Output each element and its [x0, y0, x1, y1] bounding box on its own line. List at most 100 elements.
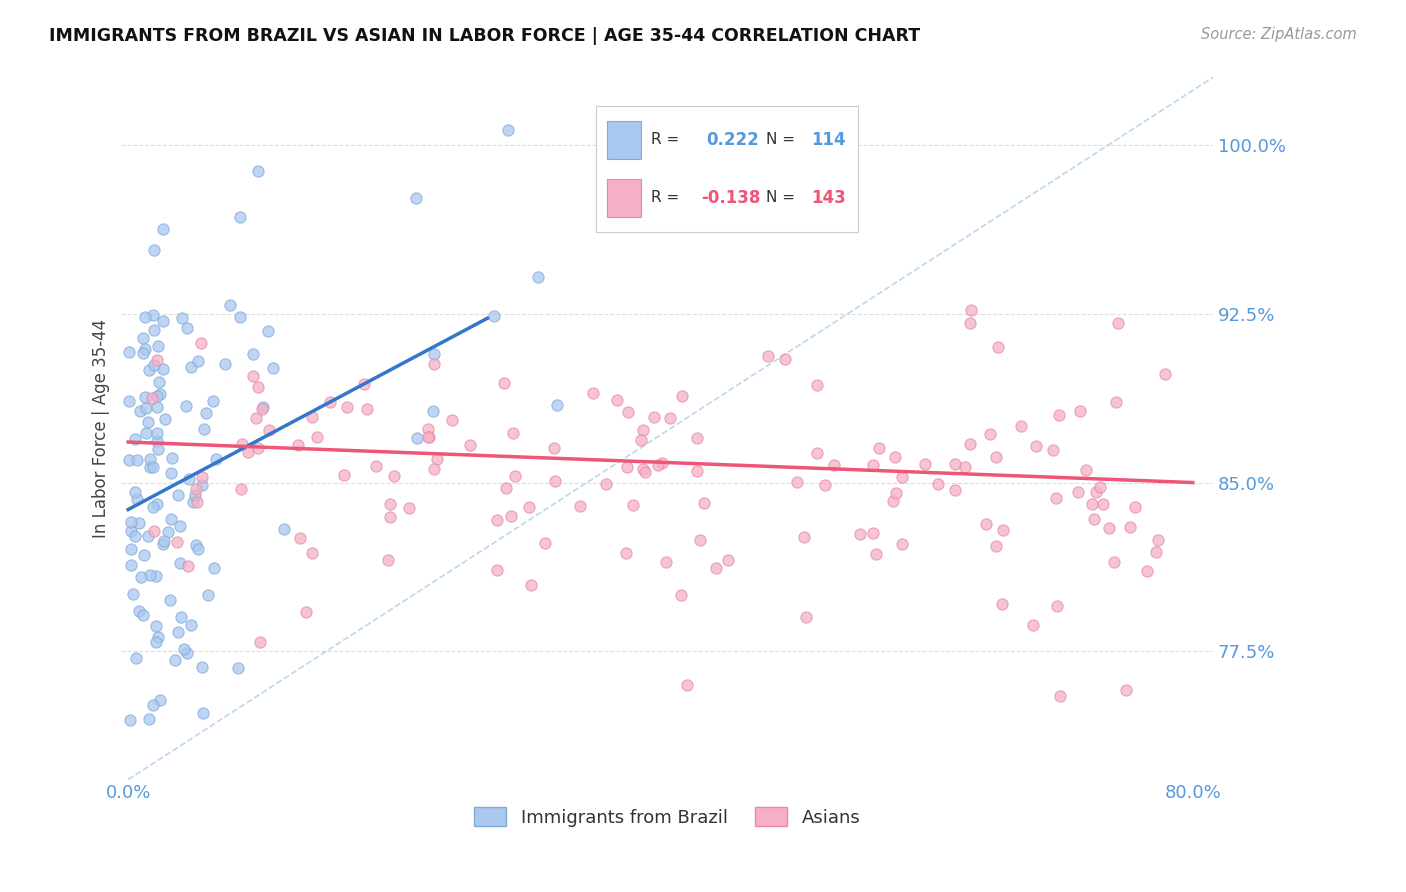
Point — [247, 163, 270, 178]
Point — [191, 659, 214, 673]
Point — [1067, 484, 1090, 499]
Point — [197, 588, 219, 602]
Point — [382, 469, 405, 483]
Point — [1105, 395, 1128, 409]
Point — [120, 558, 142, 573]
Point — [671, 388, 693, 402]
Point — [252, 401, 274, 416]
Point — [246, 441, 269, 455]
Point — [159, 592, 181, 607]
Point — [149, 387, 172, 401]
Point — [163, 653, 186, 667]
Point — [129, 569, 152, 583]
Point — [134, 343, 156, 357]
Point — [987, 340, 1010, 354]
Point — [173, 642, 195, 657]
Point — [118, 453, 141, 467]
Point — [891, 470, 914, 484]
Point — [186, 495, 208, 509]
Point — [167, 488, 190, 502]
Point — [242, 347, 264, 361]
Y-axis label: In Labor Force | Age 35-44: In Labor Force | Age 35-44 — [93, 319, 110, 538]
Point — [366, 459, 388, 474]
Point — [356, 402, 378, 417]
Point — [793, 530, 815, 544]
Text: Source: ZipAtlas.com: Source: ZipAtlas.com — [1201, 27, 1357, 42]
Point — [862, 526, 884, 541]
Point — [773, 352, 796, 367]
Point — [145, 635, 167, 649]
Point — [301, 410, 323, 425]
Point — [1010, 419, 1032, 434]
Point — [132, 608, 155, 623]
Point — [141, 392, 163, 406]
Point — [228, 661, 250, 675]
Point — [974, 517, 997, 532]
Point — [891, 536, 914, 550]
Point — [914, 457, 936, 471]
Point — [1084, 484, 1107, 499]
Point — [991, 598, 1014, 612]
Point — [482, 309, 505, 323]
Point — [1074, 463, 1097, 477]
Point — [148, 630, 170, 644]
Point — [142, 500, 165, 514]
Point — [405, 192, 427, 206]
Point — [984, 539, 1007, 553]
Point — [202, 561, 225, 575]
Point — [174, 399, 197, 413]
Point — [160, 450, 183, 465]
Point — [184, 482, 207, 496]
Point — [654, 555, 676, 569]
Point — [814, 477, 837, 491]
Point — [1136, 564, 1159, 578]
Point — [806, 446, 828, 460]
Point — [305, 430, 328, 444]
Point — [319, 395, 342, 409]
Point — [704, 561, 727, 575]
Point — [128, 604, 150, 618]
Point — [959, 437, 981, 451]
Point — [582, 385, 605, 400]
Point — [758, 349, 780, 363]
Point — [176, 321, 198, 335]
Point — [458, 438, 481, 452]
Point — [621, 498, 644, 512]
Point — [262, 360, 284, 375]
Point — [146, 389, 169, 403]
Point — [492, 376, 515, 391]
Point — [1045, 491, 1067, 505]
Point — [138, 712, 160, 726]
Point — [686, 464, 709, 478]
Point — [195, 406, 218, 420]
Point — [142, 460, 165, 475]
Point — [440, 413, 463, 427]
Point — [1102, 555, 1125, 569]
Point — [139, 460, 162, 475]
Point — [138, 363, 160, 377]
Point — [120, 542, 142, 557]
Point — [152, 314, 174, 328]
Point — [643, 409, 665, 424]
Point — [943, 457, 966, 471]
Point — [201, 394, 224, 409]
Point — [118, 394, 141, 409]
Point — [398, 501, 420, 516]
Point — [865, 547, 887, 561]
Point — [1042, 442, 1064, 457]
Point — [336, 401, 359, 415]
Point — [1025, 439, 1047, 453]
Point — [153, 412, 176, 426]
Legend: Immigrants from Brazil, Asians: Immigrants from Brazil, Asians — [467, 800, 868, 834]
Point — [884, 450, 907, 464]
Point — [658, 411, 681, 425]
Point — [118, 713, 141, 727]
Point — [979, 427, 1001, 442]
Point — [187, 354, 209, 368]
Point — [848, 527, 870, 541]
Point — [1047, 409, 1070, 423]
Point — [229, 483, 252, 497]
Point — [606, 392, 628, 407]
Point — [132, 346, 155, 360]
Point — [517, 500, 540, 515]
